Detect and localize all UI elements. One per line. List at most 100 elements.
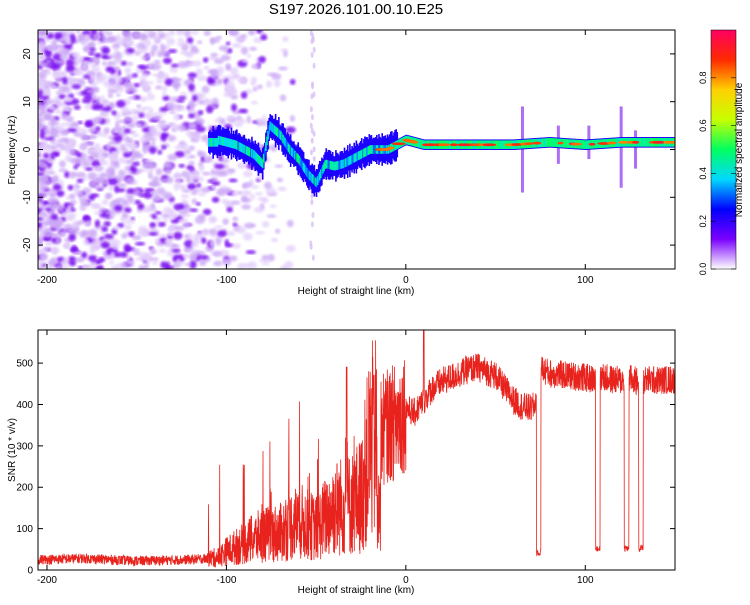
spectrogram-noise-blob [90, 159, 102, 168]
spectrogram-noise-blob [184, 262, 192, 267]
spectrogram-noise-blob [81, 98, 92, 104]
spectrogram-noise-blob [147, 137, 157, 141]
spectrogram-noise-blob [152, 260, 158, 265]
spectrogram-ridge-core [367, 146, 370, 155]
spectrogram-ridge-core [548, 138, 550, 147]
spectrogram-ridge-peak [524, 142, 534, 146]
spectrogram-ridge-core [345, 157, 348, 167]
spectrogram-noise-blob [184, 30, 191, 38]
spectrogram-noise-blob [102, 60, 107, 67]
spectrogram-noise-blob [38, 72, 48, 80]
spectrogram-ridge-peak [458, 143, 473, 147]
snr-y-tick-label: 300 [16, 441, 33, 452]
spectrogram-noise-blob [44, 125, 53, 130]
spectrogram-noise-blob [260, 198, 269, 204]
spectrogram-ridge-core [288, 145, 291, 154]
spectrogram-noise-blob [186, 165, 194, 170]
spectrogram-noise-blob [133, 82, 140, 88]
spectrogram-noise-blob [195, 92, 206, 99]
spectrogram-noise-blob [157, 234, 168, 238]
spectrogram-noise-blob [82, 30, 91, 36]
spectrogram-ridge-core [309, 171, 311, 181]
chart-title: S197.2026.101.00.10.E25 [269, 1, 443, 18]
spectrogram-ridge-core [362, 149, 364, 158]
spectrogram-noise-blob [155, 168, 163, 176]
spectrogram-noise-blob [251, 76, 257, 84]
spectrogram-ridge-core [270, 122, 273, 132]
spectrogram-noise-blob [211, 97, 219, 106]
spectrogram-noise-blob [46, 33, 54, 39]
spectrogram-noise-blob [247, 30, 256, 36]
spectrogram-noise-blob [52, 174, 59, 181]
spectrogram-ridge-core [554, 138, 557, 148]
spectrogram-noise-blob [113, 161, 120, 167]
spectrogram-ridge-core [311, 174, 314, 183]
spectrogram-noise-blob [64, 144, 75, 149]
spectrogram-noise-blob [246, 53, 252, 58]
spectrogram-ridge-core [402, 136, 405, 146]
spectrogram-ridge-core [227, 138, 230, 148]
spectrogram-noise-blob [126, 48, 135, 53]
spectrogram-noise-blob [150, 63, 162, 71]
spectrogram-noise-blob [39, 131, 46, 140]
spectrogram-ridge-core [616, 138, 618, 147]
spectrogram-noise-blob [231, 200, 241, 205]
spectrogram-noise-blob [177, 30, 184, 34]
spectrogram-noise-blob [162, 218, 169, 223]
spectrogram-ridge-core [275, 127, 278, 136]
spectrogram-noise-blob [55, 125, 65, 131]
spectrogram-ridge-core [583, 140, 586, 149]
spectrogram-noise-blob [47, 260, 56, 267]
spectrogram-ridge-core [274, 126, 277, 136]
spectrogram-noise-blob [166, 232, 175, 237]
spectrogram-noise-blob [108, 81, 118, 89]
spectrogram-noise-blob [121, 233, 128, 239]
spectrogram-noise-blob [222, 218, 229, 225]
spectrogram-noise-blob [62, 85, 70, 93]
spectrogram-noise-blob [212, 250, 222, 258]
spectrogram-noise-blob [238, 108, 248, 113]
spectrogram-noise-blob [79, 205, 88, 210]
spectrogram-noise-blob [132, 73, 138, 78]
spectrogram-noise-blob [115, 120, 120, 129]
spectrogram-noise-blob [169, 110, 176, 114]
spectrogram-noise-blob [219, 170, 228, 176]
spectrogram-noise-blob [154, 115, 163, 120]
spectrogram-ridge-core [647, 138, 649, 147]
spectrogram-noise-blob [231, 43, 242, 48]
spectrogram-noise-blob [130, 154, 136, 162]
spectrogram-noise-blob [143, 123, 149, 128]
spectrogram-noise-blob [83, 156, 93, 163]
spectrogram-ridge-peak [652, 140, 666, 144]
spectrogram-x-label: Height of straight line (km) [298, 286, 415, 297]
spectrogram-noise-blob [158, 72, 168, 78]
spectrogram-ridge-core [497, 140, 500, 150]
spectrogram-ridge-core [220, 136, 223, 146]
spectrogram-ridge-core [232, 139, 235, 149]
spectrogram-ridge-core [639, 138, 642, 147]
spectrogram-noise-blob [38, 35, 50, 39]
spectrogram-noise-blob [124, 116, 133, 123]
spectrogram-noise-blob [229, 30, 239, 37]
spectrogram-noise-blob [311, 211, 315, 218]
spectrogram-noise-blob [106, 61, 116, 67]
spectrogram-noise-blob [257, 84, 263, 90]
spectrogram-noise-blob [39, 30, 48, 37]
spectrogram-noise-blob [96, 41, 103, 45]
spectrogram-noise-blob [66, 115, 74, 123]
spectrogram-noise-blob [240, 33, 248, 39]
spectrogram-noise-blob [57, 138, 69, 143]
spectrogram-noise-blob [38, 172, 45, 176]
spectrogram-noise-blob [86, 102, 92, 107]
spectrogram-noise-blob [59, 37, 67, 43]
spectrogram-ridge-core [301, 161, 304, 170]
spectrogram-noise-blob [109, 170, 116, 178]
spectrogram-ridge-core [247, 147, 250, 156]
spectrogram-noise-blob [140, 228, 146, 237]
spectrogram-noise-blob [88, 52, 95, 56]
spectrogram-ridge-core [595, 139, 598, 149]
colorbar-gradient [710, 29, 737, 270]
spectrogram-noise-blob [223, 123, 232, 130]
spectrogram-noise-blob [69, 193, 76, 199]
spectrogram-noise-blob [180, 194, 190, 199]
